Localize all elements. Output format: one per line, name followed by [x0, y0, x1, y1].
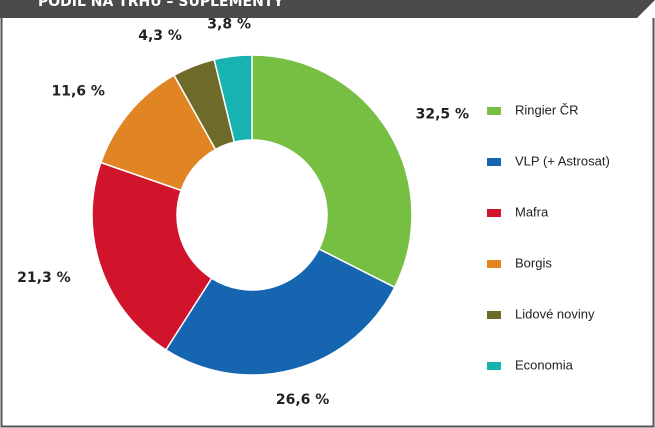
legend-swatch [487, 311, 501, 319]
legend-swatch [487, 209, 501, 217]
legend-label: Ringier ČR [515, 102, 579, 117]
legend-label: VLP (+ Astrosat) [515, 153, 610, 168]
legend-swatch [487, 107, 501, 115]
legend-swatch [487, 260, 501, 268]
legend-label: Economia [515, 357, 574, 372]
header-bar [0, 0, 655, 18]
donut-slice [164, 247, 396, 376]
data-label: 4,3 % [138, 28, 182, 44]
chart-title: PODÍL NA TRHU – SUPLEMENTY [38, 0, 284, 10]
data-label: 11,6 % [51, 84, 104, 100]
donut-slice [213, 54, 253, 144]
data-label: 32,5 % [416, 107, 469, 123]
legend-swatch [487, 158, 501, 166]
data-label: 3,8 % [207, 16, 251, 32]
donut-slice [91, 161, 213, 351]
legend-label: Mafra [515, 204, 549, 219]
legend-label: Borgis [515, 255, 552, 270]
data-label: 21,3 % [17, 270, 70, 286]
legend-label: Lidové noviny [515, 306, 595, 321]
data-label: 26,6 % [276, 392, 329, 408]
legend-swatch [487, 362, 501, 370]
donut-slice [251, 54, 413, 289]
